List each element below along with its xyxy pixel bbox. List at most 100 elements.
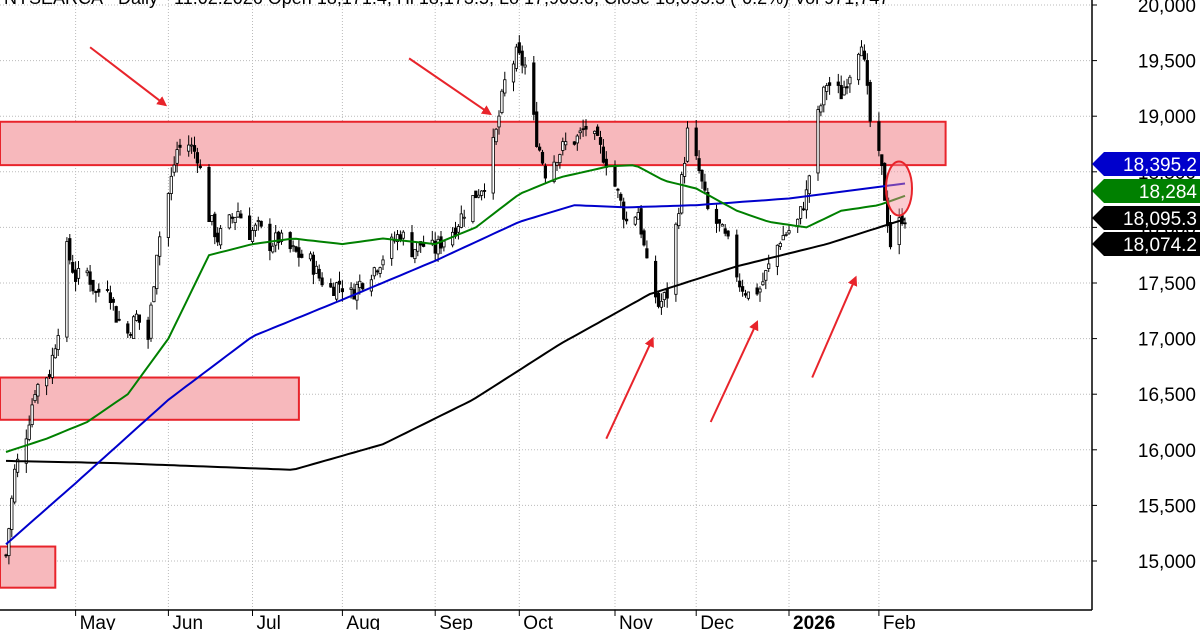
candle-body [30, 404, 34, 425]
candle-body [436, 238, 440, 255]
candle-body [126, 323, 130, 334]
candle-body [645, 248, 649, 259]
candle-body [329, 282, 333, 288]
candle-body [369, 279, 374, 292]
candle-body [4, 554, 8, 557]
candle-body [268, 223, 272, 251]
candle-body [839, 85, 843, 100]
candle-body [523, 64, 527, 68]
x-tick-label: Oct [523, 613, 553, 630]
candle-body [314, 265, 318, 274]
candle-body [317, 268, 321, 279]
candle-body [308, 253, 313, 260]
candle-body [395, 234, 400, 243]
candle-body [71, 261, 75, 273]
candle-body [85, 270, 89, 274]
value-badge-label-close: 18,095.3 [1123, 209, 1197, 230]
candle-body [665, 288, 669, 299]
badge-layer: 18,395.2 18,284 18,095.3 18,074.2 [1092, 152, 1200, 256]
candle-body [584, 125, 588, 130]
candle-body [172, 164, 176, 173]
candle-body [378, 267, 382, 274]
candle-body [239, 213, 243, 219]
candle-body [816, 109, 820, 174]
candle-body [311, 254, 316, 275]
candle-body [842, 86, 846, 96]
candle-body [218, 228, 223, 246]
candle-body [543, 165, 548, 179]
candle-body [755, 287, 759, 295]
candle-body [714, 208, 719, 224]
candle-body [207, 166, 211, 223]
candle-body [778, 243, 782, 248]
candle-body [459, 213, 463, 228]
candle-body [862, 50, 867, 60]
candle-body [332, 286, 336, 297]
candle-body [97, 288, 101, 293]
candle-body [56, 335, 60, 350]
candle-body [677, 213, 681, 227]
candle-body [479, 190, 484, 196]
candle-body [134, 313, 139, 321]
candle-body [210, 215, 214, 222]
resistance-zone [0, 120, 947, 167]
y-tick-label: 19,000 [1138, 107, 1196, 128]
candle-body [175, 149, 179, 164]
candle-body [259, 220, 263, 227]
candle-body [836, 81, 840, 86]
annotation-arrow [709, 320, 759, 423]
candle-body [662, 292, 666, 301]
candle-body [361, 283, 365, 290]
candle-body [517, 42, 521, 54]
candle-body [233, 217, 237, 224]
candle-body [47, 374, 52, 378]
y-tick-label: 16,000 [1138, 441, 1196, 462]
candle-body [76, 268, 81, 279]
candle-body [503, 79, 507, 94]
candle-body [801, 208, 806, 211]
y-tick-label: 17,500 [1138, 274, 1196, 295]
sma-50-line [5, 182, 906, 546]
candle-body [195, 152, 199, 164]
candle-body [250, 230, 255, 242]
candle-body [253, 224, 257, 231]
resistance-zone [0, 545, 57, 589]
candle-body [375, 270, 379, 273]
candle-body [497, 115, 501, 128]
x-tick-label: Nov [619, 613, 653, 630]
candle-body [398, 234, 403, 241]
annotation-arrow [605, 336, 654, 440]
candle-body [146, 319, 150, 340]
candle-body [799, 206, 803, 219]
candle-body [685, 127, 690, 162]
candle-body [535, 111, 539, 147]
candle-body [27, 424, 31, 440]
candle-body [137, 314, 141, 323]
candle-body [169, 175, 173, 194]
candle-body [65, 241, 69, 338]
y-tick-label: 17,000 [1138, 330, 1196, 351]
candle-body [230, 216, 234, 219]
candle-body [433, 240, 437, 254]
candle-body [706, 191, 710, 209]
x-tick-label: May [80, 613, 116, 630]
candle-body [683, 162, 687, 177]
candle-body [416, 241, 420, 252]
candle-body [764, 270, 768, 281]
candle-body [462, 216, 466, 219]
candle-body [155, 254, 159, 289]
candle-body [787, 230, 791, 234]
candle-body [36, 384, 40, 397]
annotation-arrow [811, 275, 858, 378]
sma-200-line [5, 218, 906, 471]
candle-body [442, 240, 446, 248]
candle-body [158, 236, 162, 257]
candle-body [279, 232, 284, 242]
candle-body [564, 141, 568, 146]
candle-body [68, 238, 72, 261]
candle-body [596, 126, 600, 136]
candle-body [294, 246, 298, 252]
candle-body [105, 289, 110, 291]
